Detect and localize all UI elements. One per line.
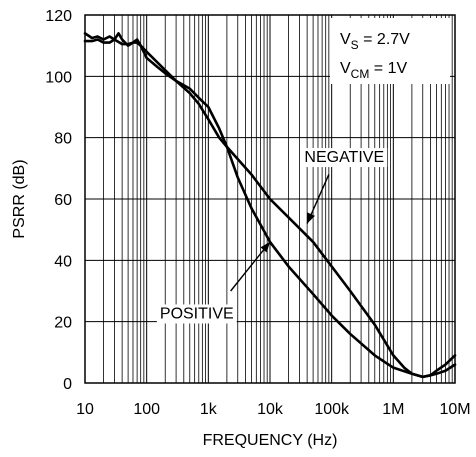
x-tick-label: 100k bbox=[314, 401, 350, 418]
x-tick-labels: 10 100 1k 10k 100k 1M 10M bbox=[76, 401, 470, 418]
plot-frame bbox=[84, 14, 456, 384]
y-axis-label: PSRR (dB) bbox=[11, 159, 28, 238]
x-tick-label: 10k bbox=[257, 401, 284, 418]
annotation-arrow-head bbox=[307, 212, 315, 224]
y-tick-label: 40 bbox=[54, 253, 72, 270]
x-axis-label: FREQUENCY (Hz) bbox=[203, 432, 338, 449]
condition-text: VS = 2.7V bbox=[340, 31, 410, 52]
x-tick-label: 1M bbox=[382, 401, 404, 418]
annotation-background bbox=[301, 148, 388, 168]
conditions-box bbox=[330, 18, 450, 84]
test-conditions: VS = 2.7V VCM = 1V bbox=[340, 31, 410, 81]
annotation-positive: POSITIVE bbox=[160, 305, 234, 322]
condition-text: VCM = 1V bbox=[340, 60, 407, 81]
x-tick-label: 100 bbox=[133, 401, 160, 418]
x-tick-label: 1k bbox=[200, 401, 218, 418]
series-line-negative bbox=[83, 32, 457, 379]
annotation-background bbox=[156, 304, 237, 324]
series-lines bbox=[83, 32, 457, 379]
y-tick-label: 80 bbox=[54, 131, 72, 148]
y-tick-label: 60 bbox=[54, 192, 72, 209]
annotation-negative: NEGATIVE bbox=[304, 149, 384, 166]
x-tick-label: 10 bbox=[76, 401, 94, 418]
y-tick-label: 0 bbox=[63, 376, 72, 393]
y-tick-label: 20 bbox=[54, 315, 72, 332]
y-tick-label: 100 bbox=[45, 69, 72, 86]
annotation-arrow-line bbox=[230, 241, 271, 292]
series-line-positive bbox=[83, 38, 457, 379]
annotation-arrow-head bbox=[260, 241, 270, 253]
x-tick-label: 10M bbox=[439, 401, 470, 418]
y-tick-labels: 0 20 40 60 80 100 120 bbox=[45, 8, 72, 393]
y-tick-label: 120 bbox=[45, 8, 72, 25]
curve-annotations: NEGATIVE POSITIVE bbox=[156, 148, 388, 324]
